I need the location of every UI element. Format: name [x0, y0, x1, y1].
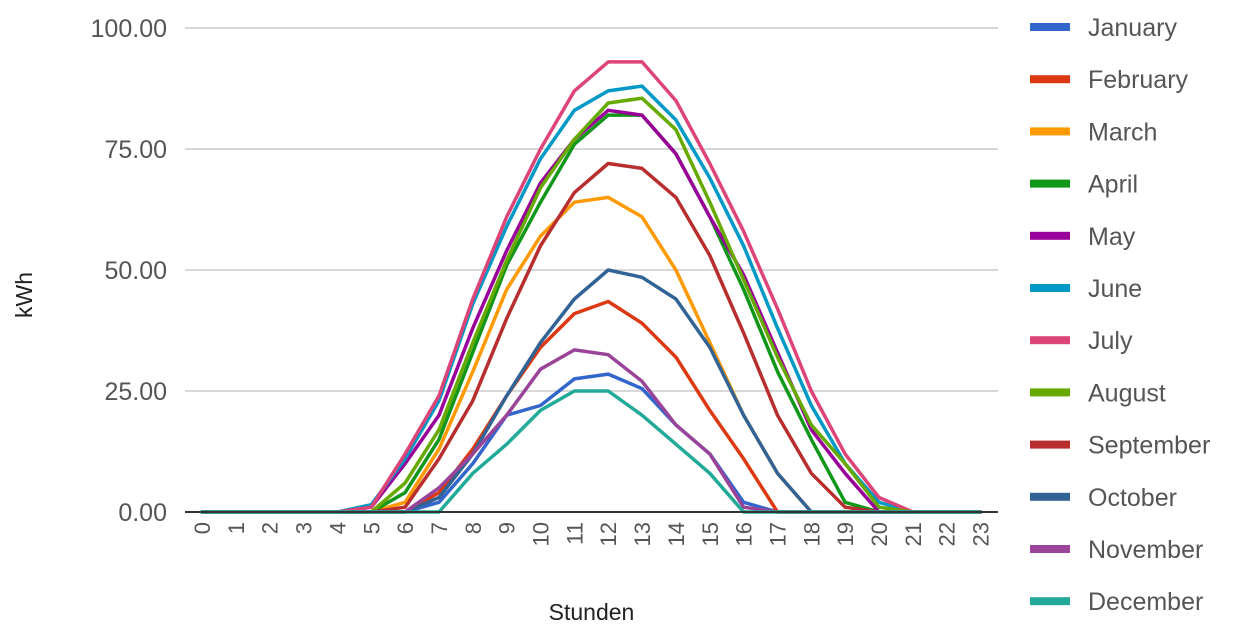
gridlines — [185, 27, 998, 392]
x-tick-label: 23 — [969, 522, 994, 546]
x-tick-label: 2 — [258, 522, 283, 534]
series-line-march — [200, 195, 983, 514]
legend-label-march: March — [1088, 118, 1157, 146]
x-tick-label: 6 — [393, 522, 418, 534]
legend-label-june: June — [1088, 275, 1142, 303]
x-axis-title: Stunden — [549, 599, 635, 625]
legend-swatch-october — [1030, 492, 1070, 501]
y-tick-label: 100.00 — [91, 15, 167, 43]
legend-label-april: April — [1088, 171, 1138, 199]
legend-swatch-august — [1030, 388, 1070, 397]
x-tick-label: 19 — [833, 522, 858, 546]
y-axis-ticks: 0.00 25.00 50.00 75.00 100.00 — [91, 15, 167, 527]
x-tick-label: 18 — [799, 522, 824, 546]
series-line-april — [200, 113, 983, 514]
y-axis-title: kWh — [11, 272, 37, 318]
legend-label-december: December — [1088, 588, 1203, 616]
legend-swatch-january — [1030, 23, 1070, 31]
legend-swatch-march — [1030, 127, 1070, 136]
legend-label-august: August — [1088, 379, 1166, 407]
x-tick-label: 5 — [359, 522, 384, 534]
x-tick-label: 1 — [224, 522, 249, 534]
legend-swatch-may — [1030, 231, 1070, 240]
x-tick-label: 14 — [664, 522, 689, 546]
series-line-may — [200, 108, 983, 514]
x-tick-label: 17 — [765, 522, 790, 546]
legend-swatch-april — [1030, 179, 1070, 188]
x-tick-label: 13 — [630, 522, 655, 546]
x-tick-label: 12 — [596, 522, 621, 546]
legend-swatch-july — [1030, 336, 1070, 345]
legend-label-october: October — [1088, 484, 1177, 512]
series-line-september — [200, 161, 983, 514]
x-tick-label: 16 — [732, 522, 757, 546]
x-tick-label: 10 — [529, 522, 554, 546]
series-line-june — [200, 84, 983, 514]
legend-swatch-june — [1030, 284, 1070, 292]
legend-swatch-november — [1030, 545, 1070, 553]
legend-label-may: May — [1088, 223, 1136, 251]
series-line-august — [200, 96, 983, 514]
legend-label-february: February — [1088, 66, 1189, 94]
x-tick-label: 8 — [461, 522, 486, 534]
x-tick-label: 11 — [562, 522, 587, 545]
y-tick-label: 0.00 — [118, 499, 167, 527]
legend-label-november: November — [1088, 536, 1203, 564]
x-axis-ticks: 0 1 2 3 4 5 6 7 8 9 10 11 12 13 14 15 16 17 18 19 20 21 22 23 — [190, 522, 994, 546]
y-tick-label: 25.00 — [104, 378, 167, 406]
legend-label-january: January — [1088, 14, 1177, 42]
series-lines — [200, 60, 983, 514]
y-tick-label: 75.00 — [104, 136, 167, 164]
x-tick-label: 9 — [495, 522, 520, 534]
x-tick-label: 20 — [867, 522, 892, 546]
x-tick-label: 22 — [935, 522, 960, 546]
legend-swatch-february — [1030, 75, 1070, 84]
x-tick-label: 7 — [427, 522, 452, 534]
x-tick-label: 15 — [698, 522, 723, 546]
legend: January February March April May June July Augu… — [1030, 14, 1210, 616]
legend-swatch-september — [1030, 440, 1070, 449]
x-tick-label: 0 — [190, 522, 215, 534]
x-tick-label: 21 — [901, 522, 926, 546]
series-line-january — [200, 372, 983, 514]
x-tick-label: 4 — [325, 522, 350, 534]
legend-label-september: September — [1088, 432, 1210, 460]
x-tick-label: 3 — [292, 522, 317, 534]
y-tick-label: 50.00 — [104, 257, 167, 285]
legend-swatch-december — [1030, 597, 1070, 606]
legend-label-july: July — [1088, 327, 1133, 355]
